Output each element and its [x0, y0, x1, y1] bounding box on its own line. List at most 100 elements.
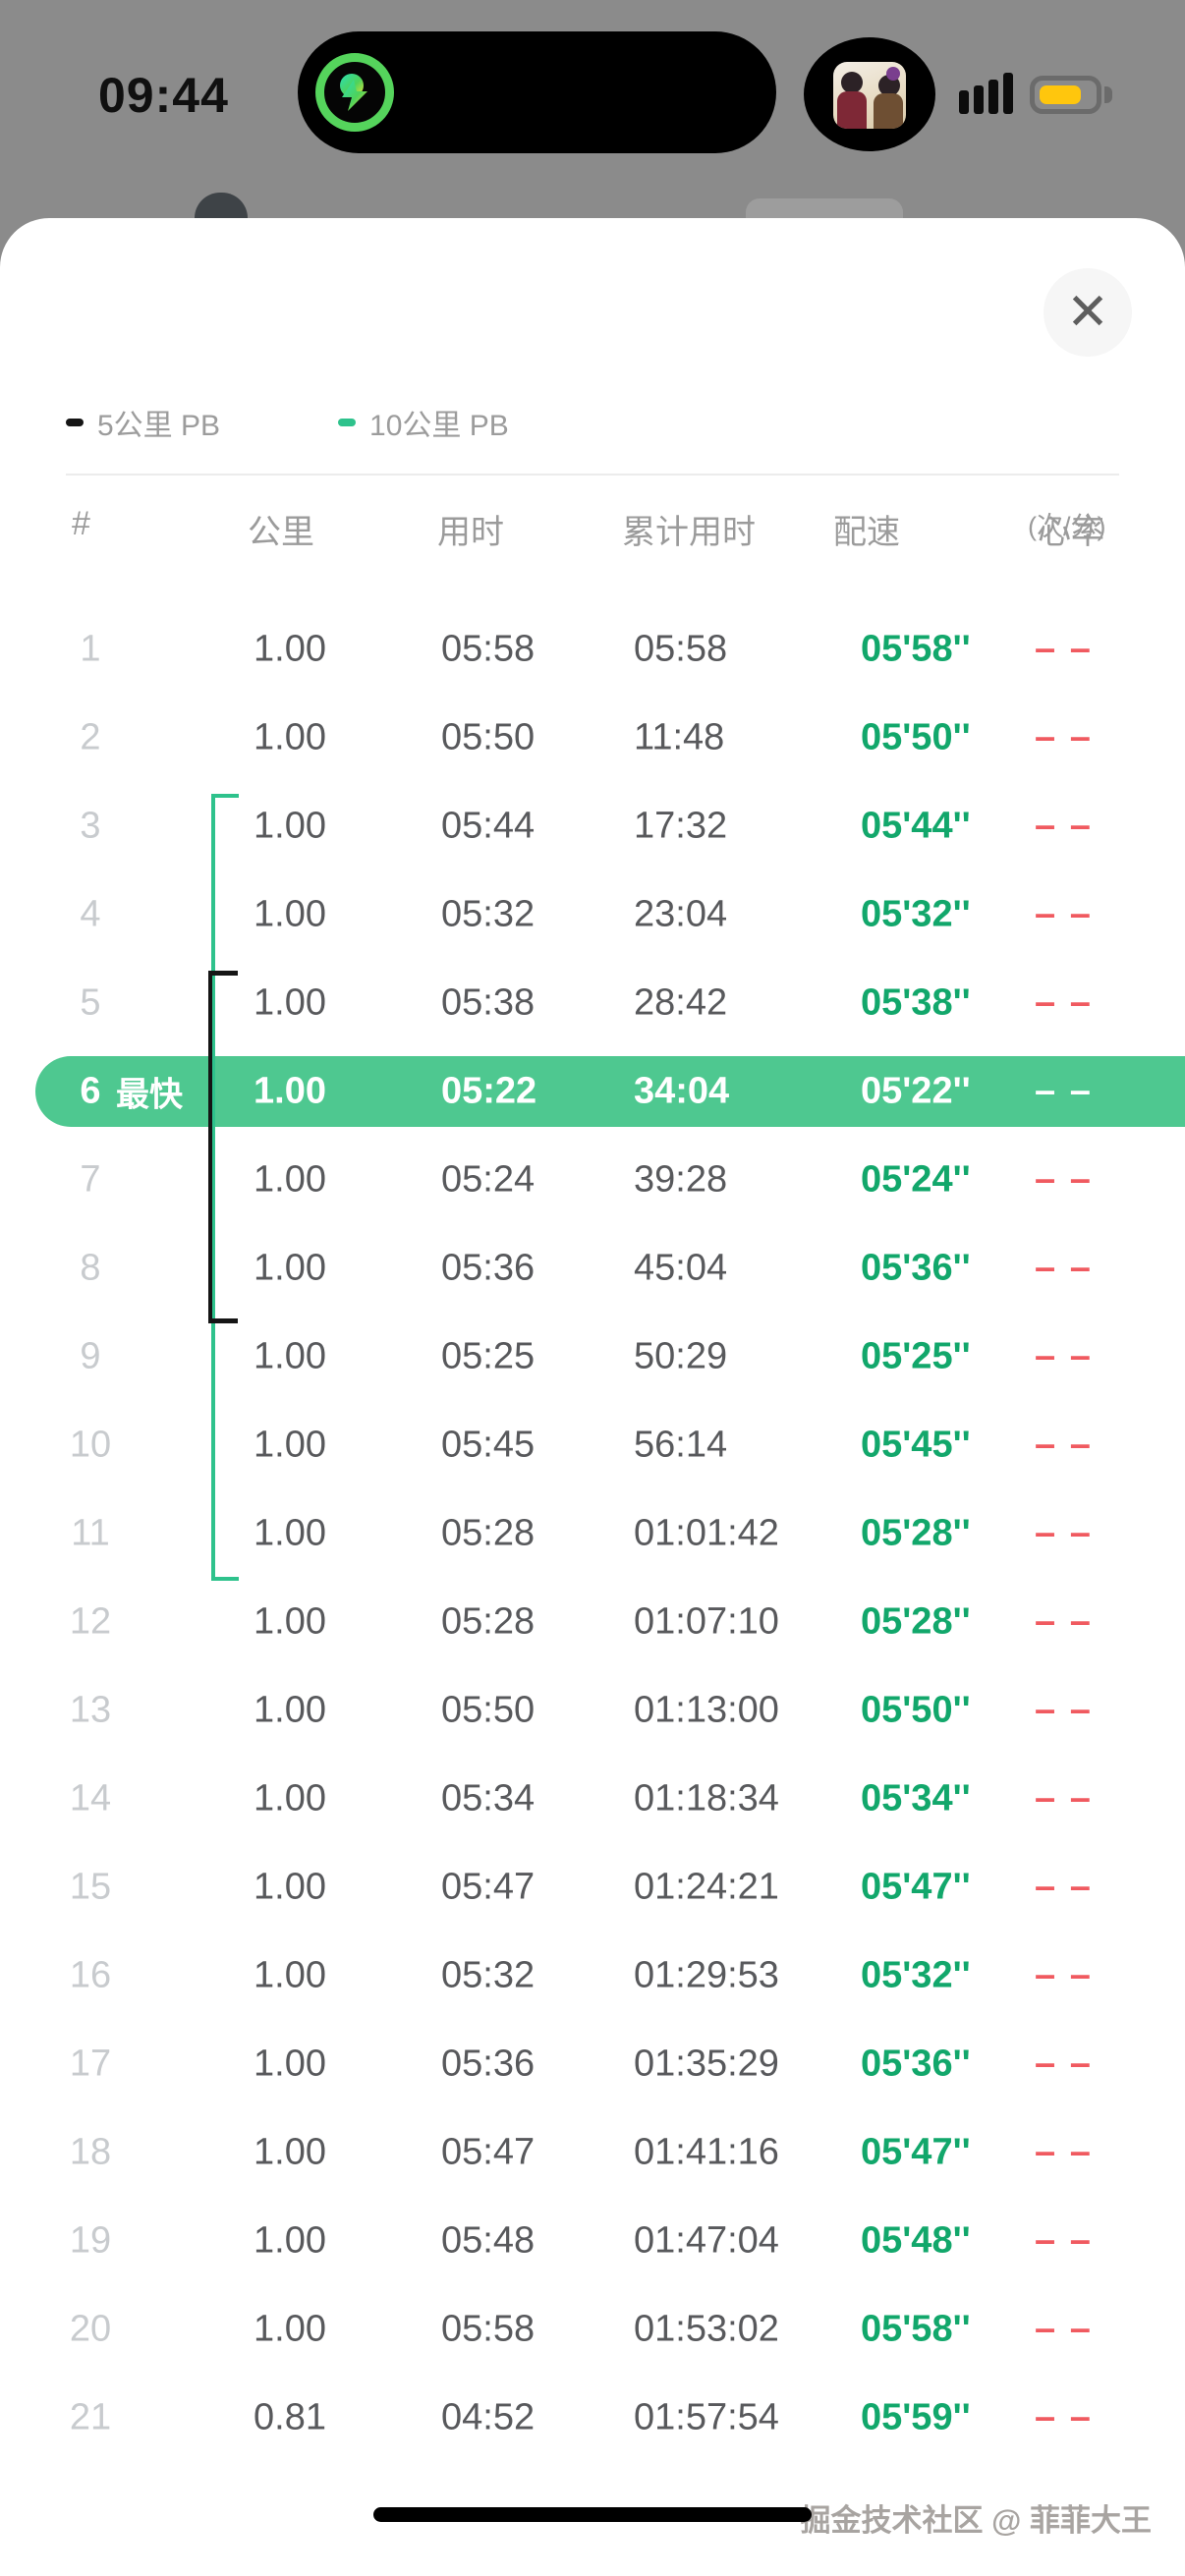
row-index: 17 — [69, 2043, 112, 2085]
table-row[interactable]: 9 1.00 05:25 50:29 05'25'' – – — [0, 1313, 1185, 1401]
table-row[interactable]: 6 最快 1.00 05:22 34:04 05'22'' – – — [0, 1047, 1185, 1136]
row-km: 1.00 — [254, 1689, 326, 1731]
table-row[interactable]: 1 1.00 05:58 05:58 05'58'' – – — [0, 605, 1185, 694]
fastest-highlight-band — [35, 1056, 1185, 1127]
row-duration: 05:44 — [441, 805, 536, 847]
table-row[interactable]: 15 1.00 05:47 01:24:21 05'47'' – – — [0, 1843, 1185, 1932]
live-activity-app-icon — [315, 53, 394, 132]
legend-tick-10k — [338, 419, 357, 426]
table-row[interactable]: 13 1.00 05:50 01:13:00 05'50'' – – — [0, 1666, 1185, 1755]
row-cumulative: 01:35:29 — [634, 2043, 779, 2085]
avatar — [833, 62, 906, 129]
row-km: 1.00 — [254, 628, 326, 670]
status-time: 09:44 — [98, 68, 229, 123]
row-cumulative: 23:04 — [634, 893, 728, 935]
avatar-figure-right-body — [874, 93, 903, 129]
row-index: 10 — [69, 1424, 112, 1466]
row-index: 13 — [69, 1689, 112, 1731]
fastest-label: 最快 — [116, 1076, 183, 1114]
row-heart-rate: – – — [1035, 1512, 1093, 1554]
table-row[interactable]: 18 1.00 05:47 01:41:16 05'47'' – – — [0, 2108, 1185, 2197]
row-pace: 05'44'' — [861, 805, 971, 847]
row-km: 1.00 — [254, 1247, 326, 1289]
row-pace: 05'25'' — [861, 1335, 971, 1377]
table-row[interactable]: 7 1.00 05:24 39:28 05'24'' – – — [0, 1136, 1185, 1224]
header-hr: 心率 — [1038, 514, 1104, 551]
row-pace: 05'38'' — [861, 981, 971, 1024]
table-row[interactable]: 3 1.00 05:44 17:32 05'44'' – – — [0, 782, 1185, 870]
row-cumulative: 01:29:53 — [634, 1954, 779, 1996]
row-cumulative: 01:57:54 — [634, 2396, 779, 2438]
row-cumulative: 11:48 — [634, 716, 725, 758]
row-heart-rate: – – — [1035, 2308, 1093, 2350]
row-duration: 05:22 — [441, 1070, 537, 1112]
row-index: 15 — [69, 1866, 112, 1908]
row-cumulative: 05:58 — [634, 628, 728, 670]
table-row[interactable]: 10 1.00 05:45 56:14 05'45'' – – — [0, 1401, 1185, 1489]
row-pace: 05'48'' — [861, 2219, 971, 2262]
row-heart-rate: – – — [1035, 628, 1093, 670]
close-icon: ✕ — [1066, 284, 1109, 341]
table-row[interactable]: 8 1.00 05:36 45:04 05'36'' – – — [0, 1224, 1185, 1313]
row-heart-rate: – – — [1035, 1866, 1093, 1908]
row-pace: 05'50'' — [861, 1689, 971, 1731]
row-duration: 05:47 — [441, 2131, 536, 2173]
row-pace: 05'28'' — [861, 1512, 971, 1554]
row-pace: 05'58'' — [861, 628, 971, 670]
table-row[interactable]: 21 0.81 04:52 01:57:54 05'59'' – – — [0, 2374, 1185, 2462]
table-rows: 1 1.00 05:58 05:58 05'58'' – – 2 1.00 05… — [0, 605, 1185, 2462]
dynamic-island[interactable] — [298, 31, 776, 153]
header-index: # — [72, 505, 90, 542]
table-row[interactable]: 11 1.00 05:28 01:01:42 05'28'' – – — [0, 1489, 1185, 1578]
row-duration: 05:32 — [441, 1954, 536, 1996]
row-heart-rate: – – — [1035, 1689, 1093, 1731]
battery-nub — [1104, 86, 1112, 103]
watermark: 掘金技术社区 @ 菲菲大王 — [800, 2503, 1152, 2538]
bracket-10k-tick-top — [211, 794, 239, 798]
row-heart-rate: – – — [1035, 1335, 1093, 1377]
row-cumulative: 39:28 — [634, 1158, 728, 1201]
row-km: 1.00 — [254, 1335, 326, 1377]
table-row[interactable]: 17 1.00 05:36 01:35:29 05'36'' – – — [0, 2020, 1185, 2108]
row-duration: 05:28 — [441, 1512, 536, 1554]
running-bolt-icon — [340, 74, 367, 111]
avatar-bubble[interactable] — [804, 37, 935, 151]
home-indicator[interactable] — [373, 2507, 812, 2522]
table-row[interactable]: 12 1.00 05:28 01:07:10 05'28'' – – — [0, 1578, 1185, 1666]
row-duration: 05:32 — [441, 893, 536, 935]
row-cumulative: 01:07:10 — [634, 1600, 779, 1643]
table-row[interactable]: 4 1.00 05:32 23:04 05'32'' – – — [0, 870, 1185, 959]
table-row[interactable]: 16 1.00 05:32 01:29:53 05'32'' – – — [0, 1932, 1185, 2020]
row-heart-rate: – – — [1035, 1158, 1093, 1201]
bracket-10k-tick-bottom — [211, 1577, 239, 1581]
row-heart-rate: – – — [1035, 2043, 1093, 2085]
table-header: # 公里 用时 累计用时 配速 心率 (次/分) — [0, 505, 1185, 603]
row-pace: 05'28'' — [861, 1600, 971, 1643]
table-row[interactable]: 14 1.00 05:34 01:18:34 05'34'' – – — [0, 1755, 1185, 1843]
avatar-badge-dot — [886, 67, 900, 81]
row-heart-rate: – – — [1035, 1777, 1093, 1820]
row-duration: 05:36 — [441, 2043, 536, 2085]
splits-bottom-sheet: ✕ 5公里 PB 10公里 PB # 公里 用时 累计用时 配速 心率 (次/分… — [0, 218, 1185, 2576]
row-cumulative: 01:24:21 — [634, 1866, 779, 1908]
row-km: 1.00 — [254, 2043, 326, 2085]
table-row[interactable]: 2 1.00 05:50 11:48 05'50'' – – — [0, 694, 1185, 782]
row-duration: 05:58 — [441, 628, 536, 670]
close-button[interactable]: ✕ — [1044, 268, 1132, 357]
table-row[interactable]: 5 1.00 05:38 28:42 05'38'' – – — [0, 959, 1185, 1047]
bracket-10k-line — [211, 794, 215, 1581]
header-km: 公里 — [248, 514, 314, 551]
row-duration: 05:45 — [441, 1424, 536, 1466]
row-duration: 05:38 — [441, 981, 536, 1024]
row-index: 11 — [71, 1512, 110, 1554]
row-pace: 05'45'' — [861, 1424, 971, 1466]
row-km: 1.00 — [254, 893, 326, 935]
avatar-figure-left-body — [837, 91, 867, 129]
row-km: 1.00 — [254, 1070, 326, 1112]
table-row[interactable]: 20 1.00 05:58 01:53:02 05'58'' – – — [0, 2285, 1185, 2374]
row-duration: 05:25 — [441, 1335, 536, 1377]
row-duration: 05:50 — [441, 1689, 536, 1731]
legend-tick-5k — [66, 419, 84, 426]
table-row[interactable]: 19 1.00 05:48 01:47:04 05'48'' – – — [0, 2197, 1185, 2285]
